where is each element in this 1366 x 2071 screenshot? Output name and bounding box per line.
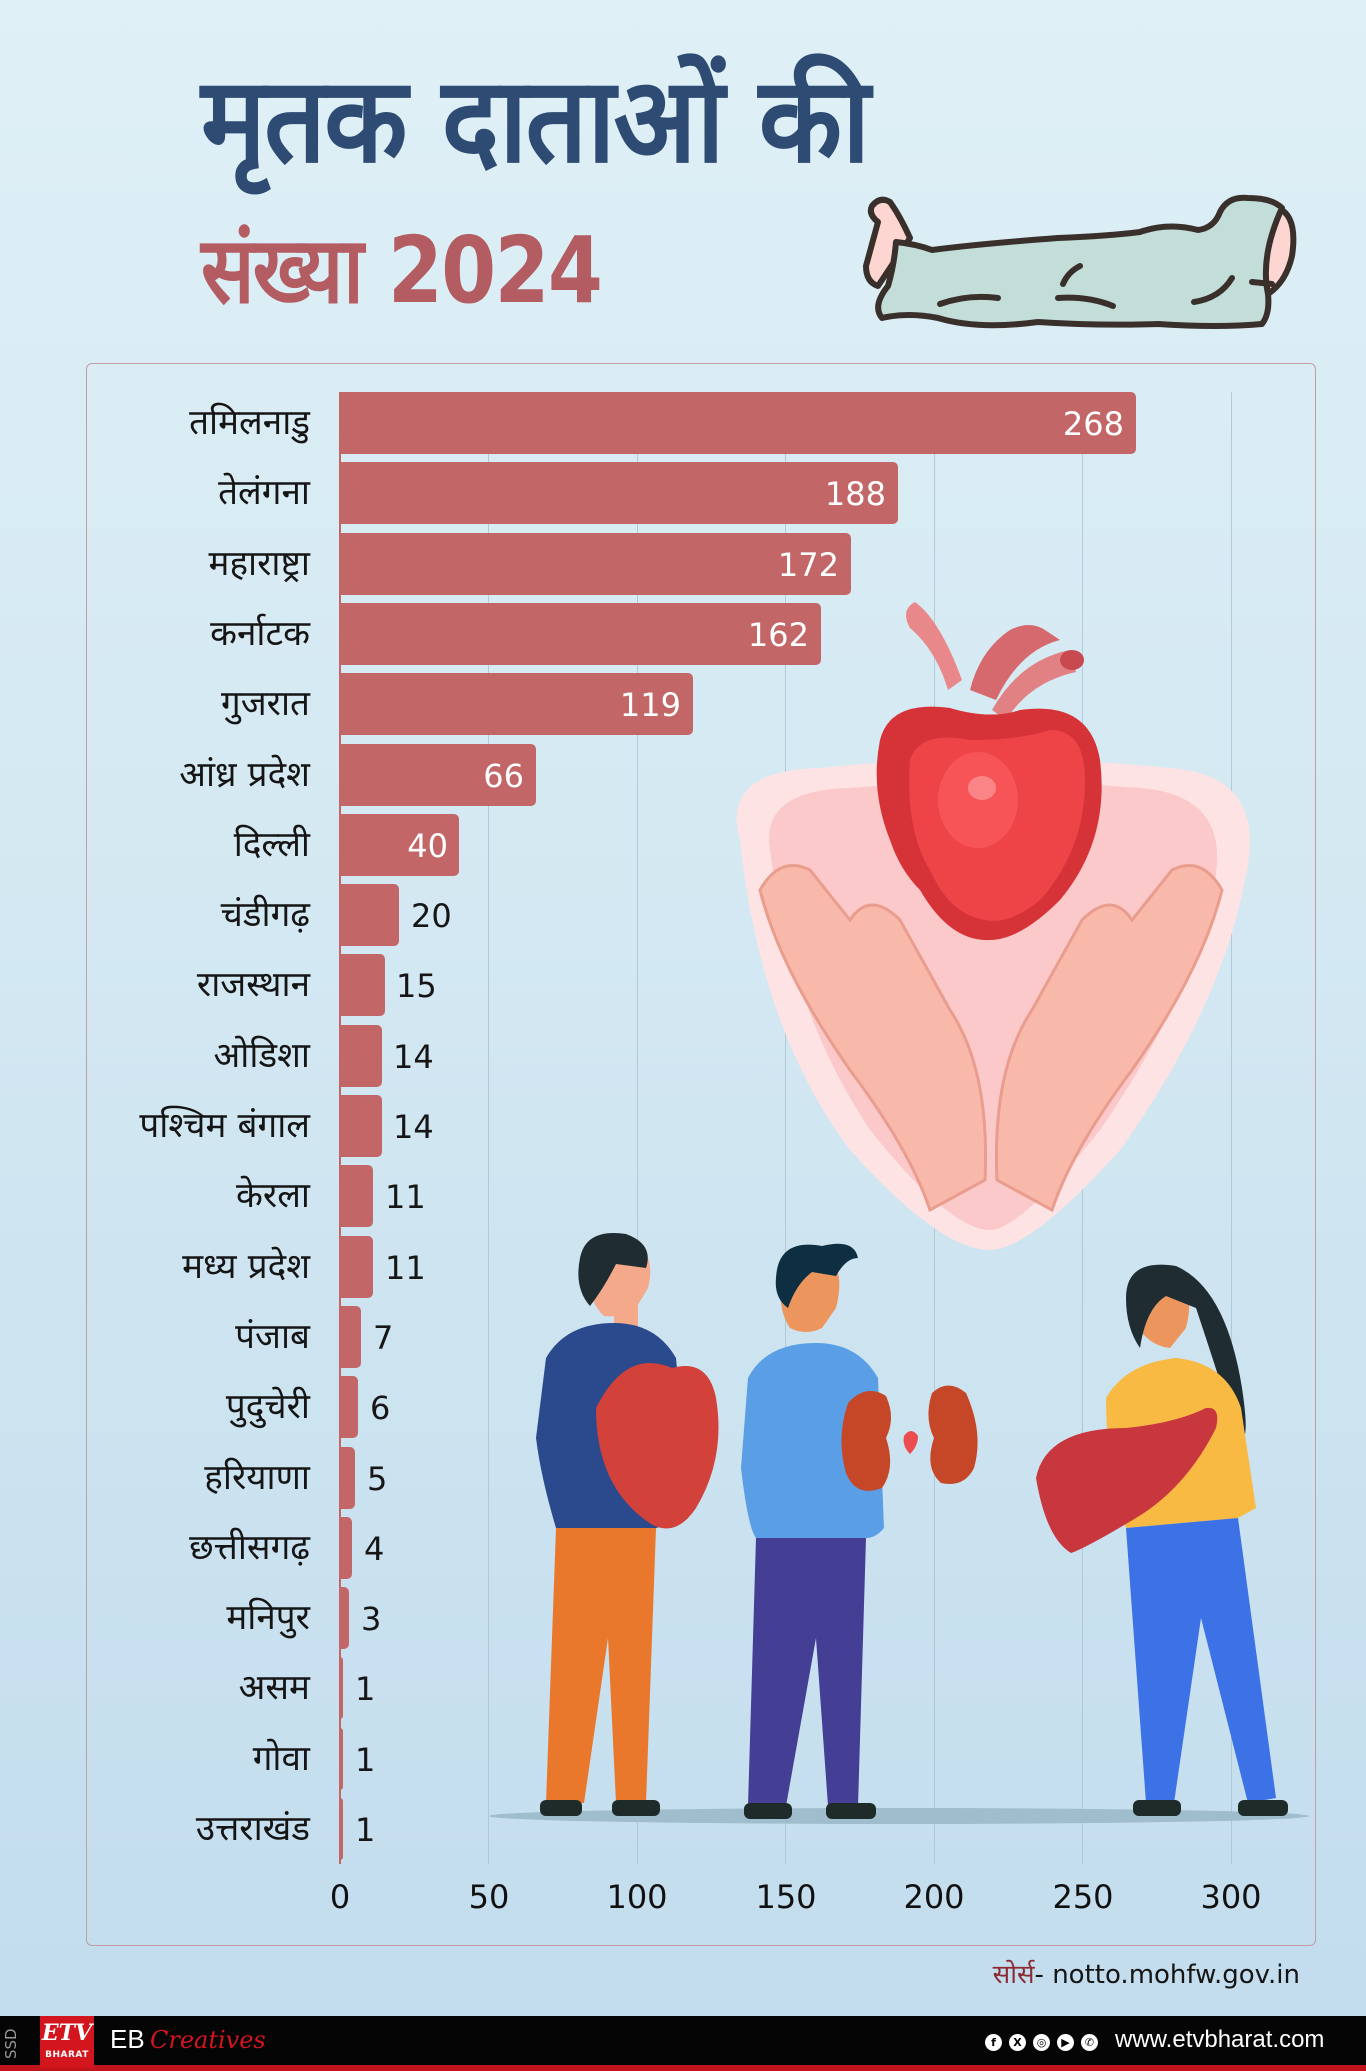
brand-prefix: EB bbox=[110, 2024, 145, 2054]
x-tick-label: 100 bbox=[606, 1878, 668, 1916]
x-tick-label: 150 bbox=[755, 1878, 817, 1916]
category-label: राजस्थान bbox=[196, 965, 310, 1005]
category-label: उत्तराखंड bbox=[195, 1809, 310, 1849]
category-label: चंडीगढ़ bbox=[220, 895, 310, 935]
bar-value: 15 bbox=[396, 967, 437, 1005]
category-label: महाराष्ट्रा bbox=[208, 544, 310, 584]
bar-value: 1 bbox=[355, 1741, 376, 1779]
bar-value: 14 bbox=[393, 1038, 434, 1076]
etv-bharat-logo[interactable]: ETV BHARAT bbox=[40, 2016, 94, 2068]
bar-value: 11 bbox=[385, 1178, 426, 1216]
gridline-50 bbox=[488, 392, 489, 1864]
source-separator: - bbox=[1034, 1960, 1053, 1990]
source-link[interactable]: notto.mohfw.gov.in bbox=[1052, 1960, 1300, 1990]
category-label: गुजरात bbox=[220, 684, 310, 724]
gridline-300 bbox=[1231, 392, 1232, 1864]
category-label: हरियाणा bbox=[204, 1458, 310, 1498]
page-subtitle: संख्या 2024 bbox=[201, 217, 603, 324]
category-label: मनिपुर bbox=[226, 1598, 310, 1638]
social-links: f X ◎ ▶ ✆ bbox=[985, 2034, 1098, 2051]
chart-frame bbox=[86, 363, 1316, 1946]
page-title: मृतक दाताओं की bbox=[201, 51, 870, 189]
instagram-icon[interactable]: ◎ bbox=[1033, 2034, 1050, 2051]
bar-value: 3 bbox=[361, 1600, 382, 1638]
website-link[interactable]: www.etvbharat.com bbox=[1115, 2026, 1325, 2053]
bar bbox=[340, 744, 536, 806]
category-label: तेलंगना bbox=[218, 473, 310, 513]
footer-accent-strip bbox=[0, 2065, 1366, 2071]
category-label: गोवा bbox=[252, 1739, 310, 1779]
bar-value: 66 bbox=[483, 757, 524, 795]
source-label: सोर्स bbox=[992, 1960, 1035, 1990]
x-twitter-icon[interactable]: X bbox=[1009, 2034, 1026, 2051]
bar bbox=[340, 1587, 349, 1649]
bar bbox=[340, 533, 851, 595]
source-note: सोर्स- notto.mohfw.gov.in bbox=[993, 1955, 1300, 1991]
bar-value: 5 bbox=[367, 1460, 388, 1498]
bar bbox=[340, 1657, 343, 1719]
bar bbox=[340, 1095, 382, 1157]
bar bbox=[340, 814, 459, 876]
category-label: पुदुचेरी bbox=[225, 1387, 310, 1427]
bar bbox=[340, 462, 898, 524]
bar bbox=[340, 1447, 355, 1509]
gridline-100 bbox=[637, 392, 638, 1864]
bar bbox=[340, 1306, 361, 1368]
category-label: ओडिशा bbox=[213, 1036, 310, 1076]
bar bbox=[340, 1798, 343, 1860]
category-label: आंध्र प्रदेश bbox=[179, 755, 310, 795]
logo-subtext: BHARAT bbox=[45, 2050, 89, 2060]
bar-value: 268 bbox=[1062, 405, 1124, 443]
category-label: दिल्ली bbox=[233, 825, 310, 865]
bar bbox=[340, 1376, 358, 1438]
x-tick-label: 0 bbox=[329, 1878, 351, 1916]
bar-value: 40 bbox=[407, 827, 448, 865]
bar-value: 119 bbox=[619, 686, 681, 724]
whatsapp-icon[interactable]: ✆ bbox=[1081, 2034, 1098, 2051]
logo-mark: ETV bbox=[41, 2020, 93, 2046]
bar bbox=[340, 1025, 382, 1087]
facebook-icon[interactable]: f bbox=[985, 2034, 1002, 2051]
bar bbox=[340, 884, 399, 946]
bar-value: 4 bbox=[364, 1530, 385, 1568]
bar bbox=[340, 392, 1136, 454]
category-label: छत्तीसगढ़ bbox=[189, 1528, 310, 1568]
bar-value: 20 bbox=[411, 897, 452, 935]
brand-script: Creatives bbox=[150, 2026, 266, 2054]
x-tick-label: 50 bbox=[468, 1878, 510, 1916]
bar bbox=[340, 603, 821, 665]
category-label: कर्नाटक bbox=[210, 614, 310, 654]
gridline-200 bbox=[934, 392, 935, 1864]
category-label: तमिलनाडु bbox=[189, 403, 310, 443]
bar-value: 1 bbox=[355, 1811, 376, 1849]
bar bbox=[340, 1236, 373, 1298]
bar-value: 172 bbox=[777, 546, 839, 584]
bar-value: 162 bbox=[747, 616, 809, 654]
x-tick-label: 250 bbox=[1052, 1878, 1114, 1916]
gridline-250 bbox=[1082, 392, 1083, 1864]
footer-bar bbox=[0, 2016, 1366, 2065]
category-label: केरला bbox=[236, 1176, 310, 1216]
x-tick-label: 200 bbox=[903, 1878, 965, 1916]
x-tick-label: 300 bbox=[1200, 1878, 1262, 1916]
category-label: मध्य प्रदेश bbox=[182, 1247, 310, 1287]
category-label: पंजाब bbox=[235, 1317, 310, 1357]
bar-value: 6 bbox=[370, 1389, 391, 1427]
covered-body-icon bbox=[863, 194, 1297, 329]
bar-value: 7 bbox=[373, 1319, 394, 1357]
bar bbox=[340, 954, 385, 1016]
category-label: असम bbox=[238, 1668, 310, 1708]
bar bbox=[340, 1728, 343, 1790]
bar-value: 1 bbox=[355, 1670, 376, 1708]
bar-value: 188 bbox=[824, 475, 886, 513]
bar bbox=[340, 1517, 352, 1579]
bar bbox=[340, 1165, 373, 1227]
side-tag: SSD bbox=[2, 2028, 20, 2060]
category-label: पश्चिम बंगाल bbox=[139, 1106, 310, 1146]
youtube-icon[interactable]: ▶ bbox=[1057, 2034, 1074, 2051]
bar-value: 11 bbox=[385, 1249, 426, 1287]
bar-value: 14 bbox=[393, 1108, 434, 1146]
bar bbox=[340, 673, 693, 735]
